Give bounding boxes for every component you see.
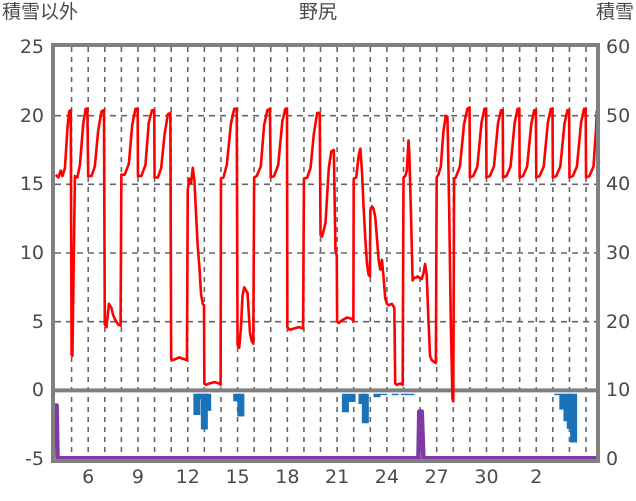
- y-tick-right: 50: [606, 104, 631, 127]
- y-tick-right: 0: [606, 448, 619, 470]
- snow-bar: [196, 393, 204, 400]
- snow-bar: [373, 393, 381, 398]
- precipitation-line: [55, 403, 596, 459]
- temperature-line: [55, 106, 596, 403]
- y-tick-right: 10: [606, 379, 631, 402]
- x-tick: 15: [225, 466, 250, 488]
- snow-bar: [361, 393, 369, 424]
- snow-bar: [559, 393, 567, 410]
- x-tick: 24: [374, 466, 399, 488]
- chart-canvas: [55, 47, 596, 459]
- snow-bar: [200, 393, 208, 430]
- right-axis-title: 積雪: [595, 1, 634, 23]
- y-tick-left: 20: [19, 104, 44, 127]
- x-tick: 12: [175, 466, 200, 488]
- left-axis-title: 積雪以外: [2, 1, 79, 23]
- snow-bar: [570, 393, 578, 443]
- gridlines: [55, 47, 596, 459]
- y-tick-right: 40: [606, 173, 631, 196]
- y-tick-left: 10: [19, 242, 44, 264]
- snow-bars: [193, 393, 578, 443]
- snow-bar: [233, 393, 241, 402]
- snow-bar: [193, 393, 201, 416]
- snow-bar: [237, 393, 245, 417]
- x-tick: 2: [530, 466, 543, 488]
- y-tick-right: 20: [606, 310, 631, 333]
- y-tick-left: 25: [19, 36, 44, 58]
- plot-area: [51, 43, 600, 463]
- snow-bar: [400, 393, 408, 396]
- y-tick-right: 60: [606, 36, 631, 58]
- plot-inner: [55, 47, 596, 459]
- x-tick: 30: [474, 466, 499, 488]
- snow-bar: [341, 393, 349, 413]
- y-tick-left: 0: [31, 379, 44, 402]
- snow-bar: [391, 393, 399, 396]
- y-tick-right: 30: [606, 242, 631, 264]
- snow-bar: [407, 393, 415, 396]
- x-tick: 18: [275, 466, 300, 488]
- snow-bar: [204, 393, 212, 411]
- y-tick-left: 15: [19, 173, 44, 196]
- y-tick-left: 5: [31, 310, 44, 333]
- x-tick: 9: [131, 466, 145, 488]
- snow-bar: [348, 393, 356, 403]
- x-tick: 27: [424, 466, 449, 488]
- y-tick-left: -5: [25, 448, 44, 470]
- chart-title: 野尻: [298, 1, 337, 23]
- snow-bar: [380, 393, 388, 396]
- x-tick: 21: [325, 466, 350, 488]
- x-tick: 6: [82, 466, 95, 488]
- snow-bar: [554, 393, 562, 396]
